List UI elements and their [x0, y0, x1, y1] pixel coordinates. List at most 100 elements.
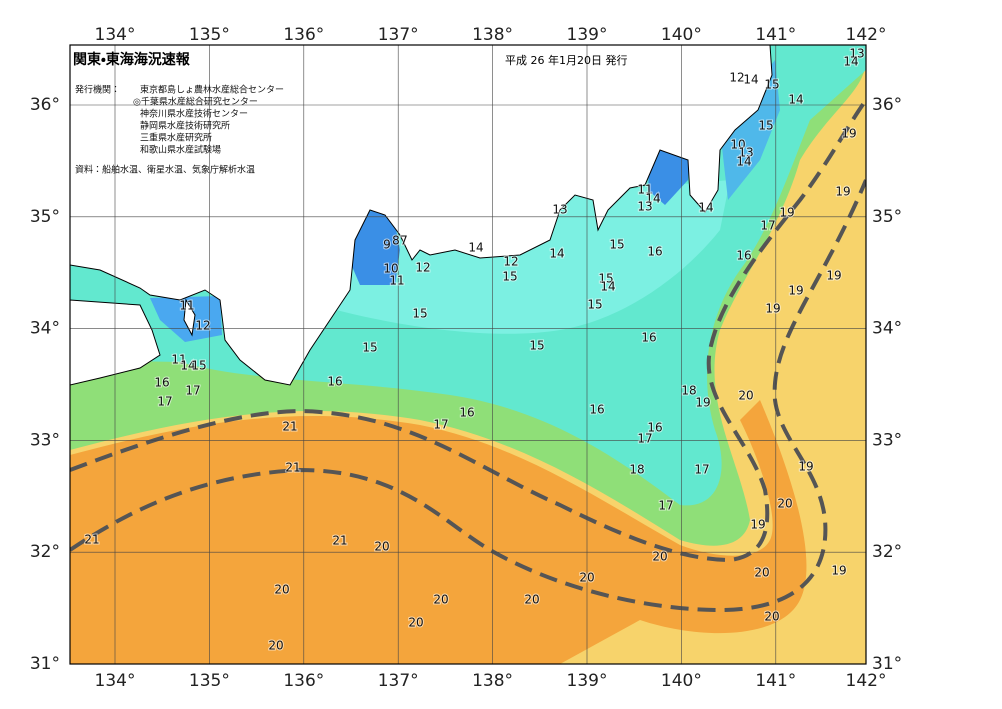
tokyo-bay: [648, 145, 690, 205]
contour-label: 15: [362, 341, 377, 355]
lon-label-bottom: 139°: [567, 671, 608, 691]
lon-label-bottom: 140°: [661, 671, 702, 691]
contour-label: 19: [750, 518, 765, 532]
contour-label: 19: [835, 185, 850, 199]
lon-label-bottom: 135°: [189, 671, 230, 691]
lat-label-right: 34°: [872, 319, 902, 339]
lon-label-top: 139°: [567, 25, 608, 45]
contour-label: 15: [502, 270, 517, 284]
map-frame: [69, 44, 867, 665]
contour-label: 20: [764, 610, 779, 624]
contour-label: 14: [180, 359, 195, 373]
issuer-name: ◎千葉県水産総合研究センター: [133, 96, 258, 108]
contour-label: 15: [529, 339, 544, 353]
contour-label: 20: [408, 616, 423, 630]
contour-label: 16: [736, 249, 751, 263]
contour-label: 21: [332, 534, 347, 548]
contour-label: 18: [629, 463, 644, 477]
lat-label-left: 31°: [30, 654, 60, 674]
contour-label: 17: [760, 219, 775, 233]
contour-label: 12: [503, 255, 518, 269]
contour-label: 15: [598, 272, 613, 286]
contour-label: 14: [743, 73, 758, 87]
lat-label-right: 36°: [872, 95, 902, 115]
issue-date: 平成 26 年1月20日 発行: [505, 53, 627, 67]
lat-label-right: 33°: [872, 430, 902, 450]
contour-label: 13: [738, 146, 753, 160]
lat-label-left: 34°: [30, 319, 60, 339]
contour-label: 17: [694, 463, 709, 477]
contour-label: 14: [645, 192, 660, 206]
lon-label-top: 140°: [661, 25, 702, 45]
contour-label: 19: [841, 127, 856, 141]
lon-label-top: 136°: [283, 25, 324, 45]
contour-label: 15: [758, 119, 773, 133]
contour-label: 11: [179, 299, 194, 313]
issuer-name: 三重県水産研究所: [140, 132, 212, 144]
kuroshio-axis: [70, 179, 866, 613]
contour-label: 17: [658, 499, 673, 513]
contour-label: 19: [826, 269, 841, 283]
contour-label: 15: [191, 359, 206, 373]
lon-label-bottom: 137°: [378, 671, 419, 691]
contour-label: 14: [549, 247, 564, 261]
contour-label: 15: [587, 298, 602, 312]
contour-label: 15: [412, 307, 427, 321]
contour-label: 13: [849, 47, 864, 61]
contour-label: 17: [637, 432, 652, 446]
contour-label: 19: [798, 460, 813, 474]
lat-label-left: 36°: [30, 95, 60, 115]
contour-label: 20: [652, 550, 667, 564]
contour-label: 10: [730, 138, 745, 152]
contour-label: 16: [647, 245, 662, 259]
contour-label: 20: [374, 540, 389, 554]
contour-label: 16: [641, 331, 656, 345]
lon-label-top: 135°: [189, 25, 230, 45]
contour-label: 11: [637, 183, 652, 197]
issuer-name: 東京都島しょ農林水産総合センター: [140, 84, 284, 96]
contour-label: 16: [589, 403, 604, 417]
contour-label: 11: [389, 274, 404, 288]
contour-label: 19: [779, 206, 794, 220]
lon-label-top: 134°: [95, 25, 136, 45]
land: [70, 45, 773, 386]
lon-label-top: 142°: [846, 25, 887, 45]
contour-label: 16: [647, 421, 662, 435]
issuer-label: 発行機関：: [75, 84, 120, 96]
contour-label: 17: [157, 395, 172, 409]
issuer-name: 和歌山県水産試験場: [140, 144, 221, 156]
contour-label: 19: [695, 396, 710, 410]
contour-label: 19: [788, 284, 803, 298]
contour-label: 20: [524, 593, 539, 607]
contour-label: 13: [552, 203, 567, 217]
lon-label-bottom: 141°: [755, 671, 796, 691]
title: 関東・東海海況速報: [73, 51, 191, 68]
issuer-list: 東京都島しょ農林水産総合センター◎千葉県水産総合研究センター神奈川県水産技術セン…: [133, 84, 284, 156]
contour-label: 9: [383, 238, 391, 252]
contour-label: 17: [433, 418, 448, 432]
contour-label: 18: [681, 384, 696, 398]
contour-label: 20: [754, 566, 769, 580]
contour-label: 8: [392, 234, 400, 248]
contour-label: 19: [831, 564, 846, 578]
issuer-name: 神奈川県水産技術センター: [140, 108, 248, 120]
contour-label: 20: [274, 583, 289, 597]
lon-label-top: 137°: [378, 25, 419, 45]
contour-label: 14: [698, 201, 713, 215]
lat-label-right: 32°: [872, 542, 902, 562]
island: [183, 298, 196, 337]
contour-label: 16: [459, 406, 474, 420]
source: 資料：船舶水温、衛星水温、気象庁解析水温: [75, 164, 255, 176]
contour-label: 20: [579, 571, 594, 585]
contour-label: 14: [736, 155, 751, 169]
contour-label: 20: [738, 389, 753, 403]
lat-label-right: 31°: [872, 654, 902, 674]
contour-label: 15: [764, 78, 779, 92]
contour-label: 7: [400, 234, 408, 248]
kuroshio-edge: [70, 98, 866, 563]
cool-water-inner: [300, 180, 730, 334]
contour-label: 10: [383, 262, 398, 276]
